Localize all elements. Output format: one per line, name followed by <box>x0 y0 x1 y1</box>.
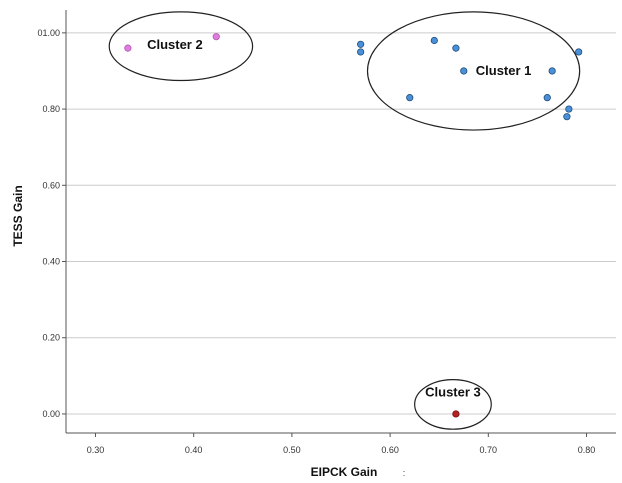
data-point <box>460 67 468 75</box>
data-points <box>124 33 583 418</box>
axes: 0.00 0.20 0.40 0.60 0.80 01.00 0.30 0.40 0.50 0.6… <box>37 10 616 455</box>
data-point <box>452 44 460 52</box>
x-tick-label: 0.60 <box>381 445 399 455</box>
data-point <box>212 33 220 41</box>
x-tick-label: 0.70 <box>480 445 498 455</box>
data-point <box>575 48 583 56</box>
data-point <box>548 67 556 75</box>
data-point <box>543 94 551 102</box>
cluster-label: Cluster 1 <box>476 63 532 78</box>
y-tick-label: 0.40 <box>42 257 60 267</box>
x-tick-label: 0.30 <box>87 445 105 455</box>
cluster-ellipse <box>414 379 492 430</box>
stray-mark: : <box>403 468 406 478</box>
y-tick-label: 0.20 <box>42 333 60 343</box>
x-axis-title: EIPCK Gain <box>311 465 378 479</box>
x-tick-label: 0.50 <box>283 445 301 455</box>
x-tick-label: 0.80 <box>578 445 596 455</box>
data-point <box>452 410 460 418</box>
cluster-ellipse <box>108 11 254 82</box>
y-tick-label: 01.00 <box>37 28 60 38</box>
cluster-ellipse <box>366 11 581 131</box>
grid-lines <box>66 32 616 415</box>
data-point <box>124 44 132 52</box>
y-tick-label: 0.80 <box>42 104 60 114</box>
data-point <box>357 40 365 48</box>
data-point <box>565 105 573 113</box>
y-tick-label: 0.60 <box>42 180 60 190</box>
data-point <box>430 36 438 45</box>
cluster-annotations: Cluster 1 Cluster 2 Cluster 3 <box>108 11 581 430</box>
y-axis-title: TESS Gain <box>11 185 25 246</box>
y-tick-label: 0.00 <box>42 409 60 419</box>
cluster-label: Cluster 3 <box>425 384 481 399</box>
data-point <box>357 48 365 56</box>
data-point <box>563 113 571 121</box>
cluster-label: Cluster 2 <box>147 37 203 52</box>
data-point <box>406 94 414 102</box>
x-tick-label: 0.40 <box>185 445 203 455</box>
